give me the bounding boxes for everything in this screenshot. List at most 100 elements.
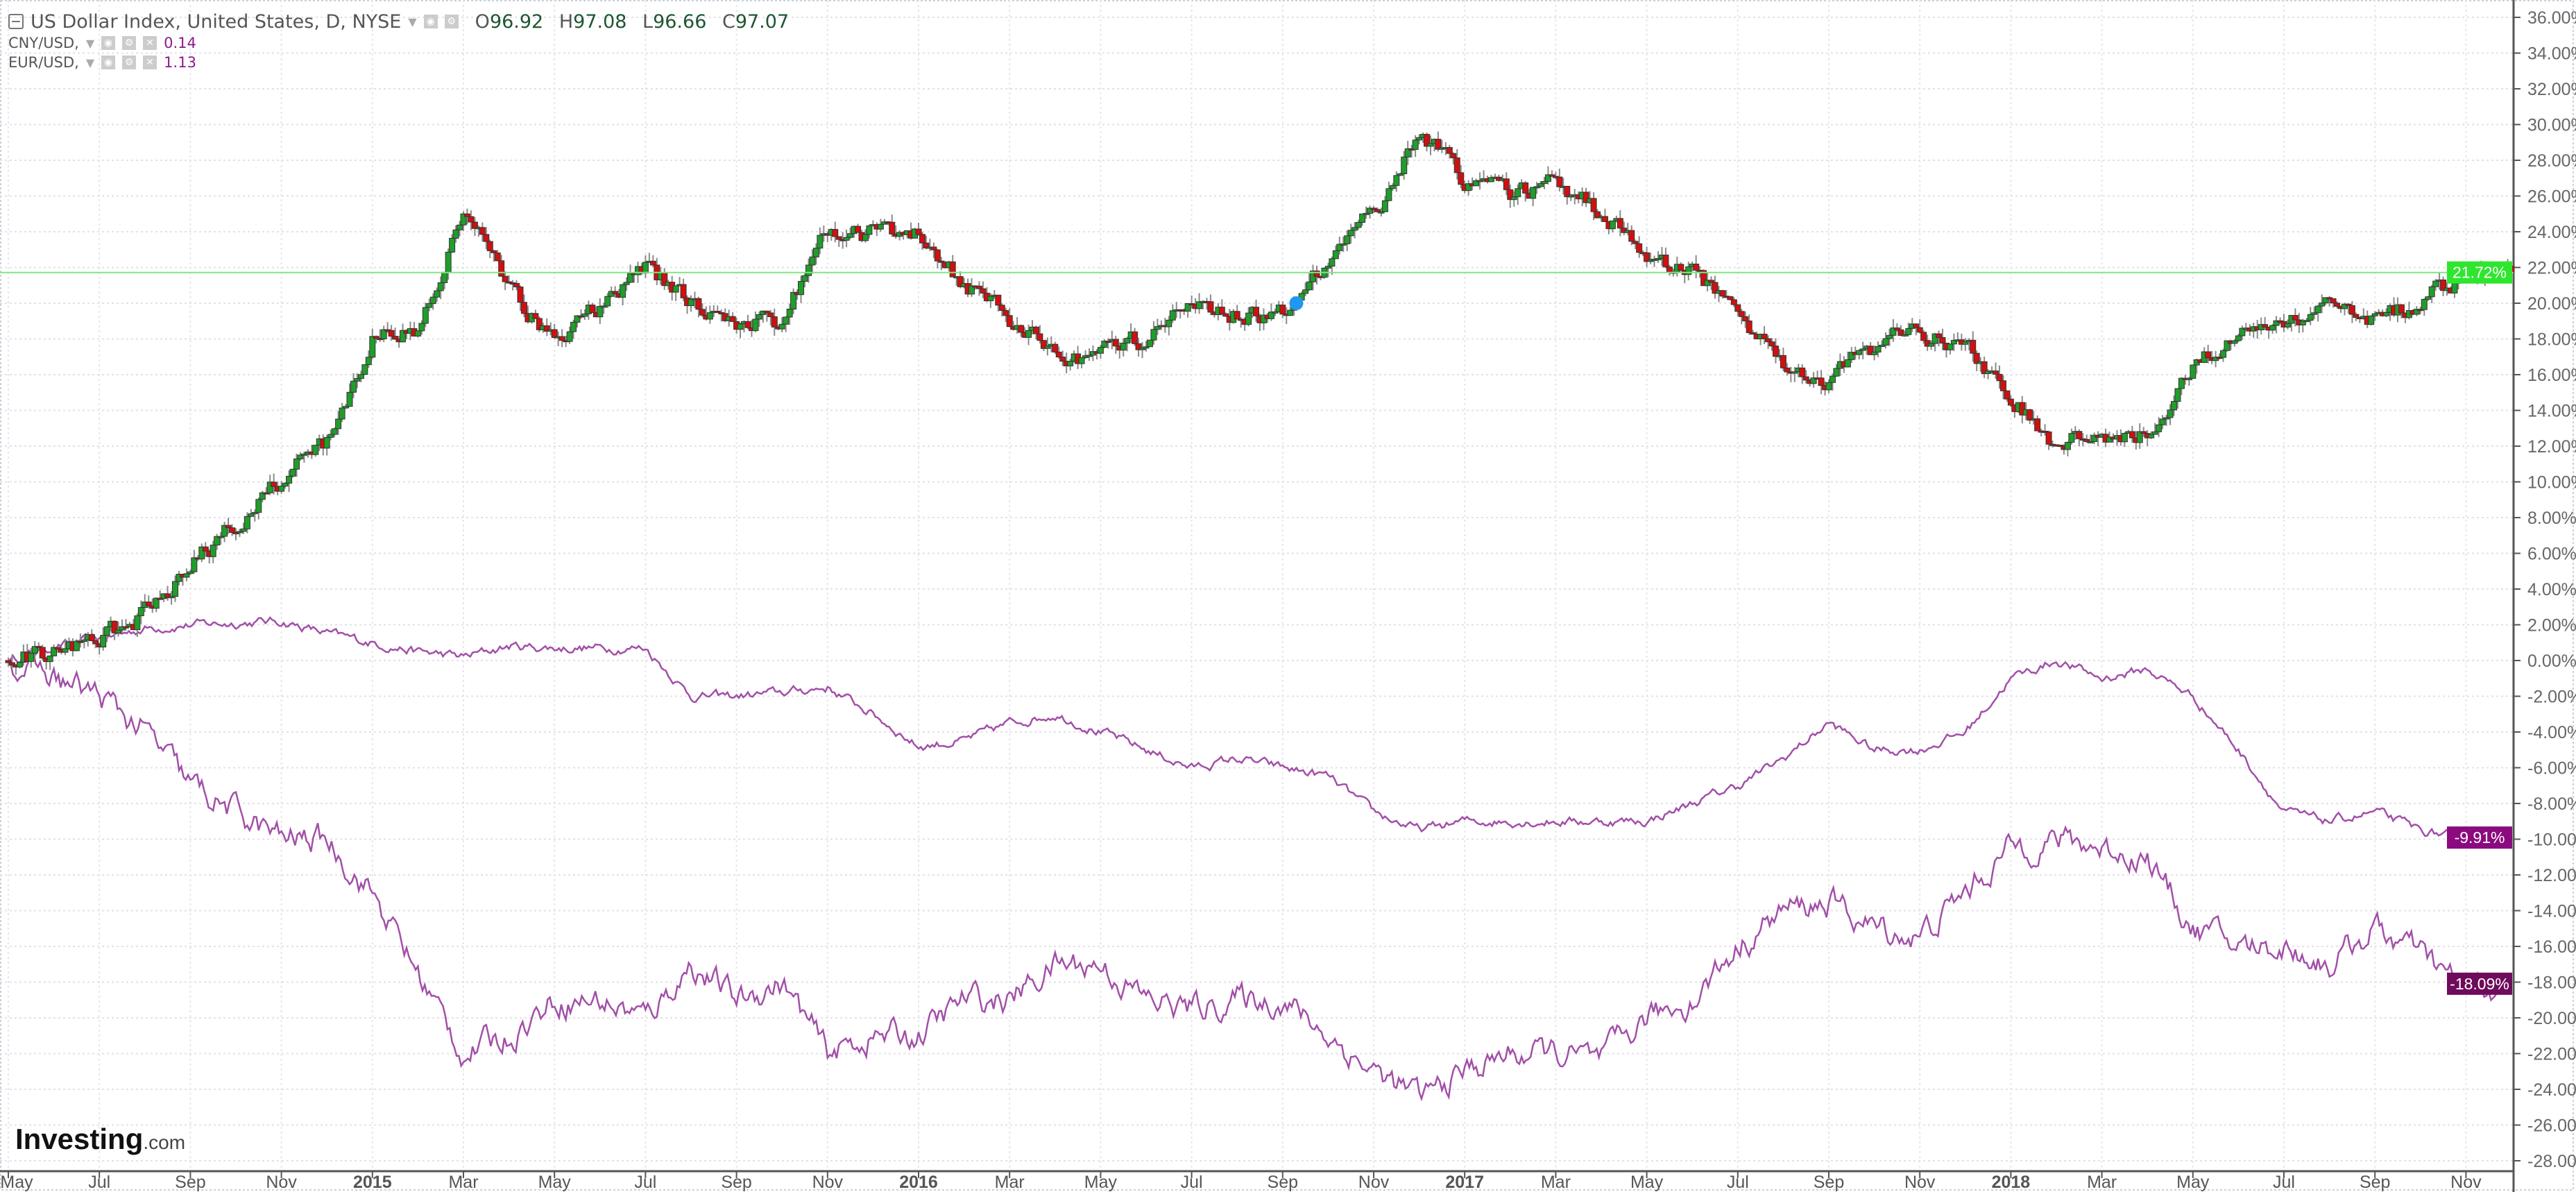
candle [1515,188,1521,198]
candle [1833,368,1840,377]
y-tick-label: -12.00% [2527,866,2576,885]
candle [1727,296,1734,300]
candle [2068,433,2075,443]
candle [581,313,588,317]
candle [1306,281,1313,291]
gear-icon[interactable]: ⚙ [122,36,137,50]
candle [2269,325,2276,331]
candle [744,321,751,328]
gear-icon[interactable]: ⚙ [444,15,459,28]
candle [346,391,353,407]
candle [1378,211,1385,214]
candle [1791,371,1798,374]
chevron-down-icon[interactable]: ▼ [85,56,95,69]
candle [46,655,53,663]
candle [1734,304,1741,312]
candle [210,545,216,557]
candle [463,213,470,217]
candle [73,640,80,652]
candle [240,528,247,532]
candle [1412,139,1419,150]
candle [31,646,38,654]
candle [995,294,1002,306]
candle [1859,348,1866,351]
candle [1351,227,1358,231]
candle [1632,241,1639,244]
close-icon[interactable]: ✕ [143,36,157,50]
candle [1507,189,1514,201]
candle [737,323,744,330]
candle [520,302,527,314]
candle [350,380,357,393]
y-tick-label: -28.00% [2527,1152,2576,1171]
x-tick-label: May [1630,1173,1664,1192]
candle [1120,342,1127,351]
eye-icon[interactable]: ◉ [101,36,116,50]
collapse-icon[interactable] [8,14,24,29]
candle [1530,187,1537,199]
cny-value: 0.14 [164,35,196,51]
candle [191,557,198,572]
candle [457,224,463,230]
candle [1184,303,1191,312]
candle [1780,355,1786,368]
cny-series-name[interactable]: CNY/USD, [8,35,79,51]
candle [778,323,785,330]
candle [498,260,505,277]
cny-legend: CNY/USD, ▼ ◉ ⚙ ✕ 0.14 [8,33,789,53]
candle [88,633,95,641]
x-tick-label: Mar [2087,1173,2117,1192]
candle [39,647,46,658]
candle [1374,209,1381,212]
candle [1003,309,1009,316]
candle [2091,434,2098,442]
y-tick-label: -20.00% [2527,1009,2576,1028]
candle [1287,309,1294,316]
candle [1662,255,1669,268]
y-tick-label: 20.00% [2527,294,2576,314]
candle [1738,311,1745,317]
candle [1802,376,1809,381]
candle [1549,174,1555,177]
x-tick-label: Nov [1358,1173,1390,1192]
candle [2151,431,2158,435]
candle [513,282,520,288]
candle [1916,327,1923,333]
candle [1154,326,1161,330]
candle [1594,211,1601,219]
main-series-title[interactable]: US Dollar Index, United States, D, NYSE [31,10,402,33]
chevron-down-icon[interactable]: ▼ [85,36,95,50]
y-tick-label: -18.00% [2527,973,2576,993]
candle [600,305,607,308]
candle [1708,280,1715,283]
candle [532,313,539,319]
candle [1112,339,1119,347]
gear-icon[interactable]: ⚙ [122,56,137,69]
candle [54,647,61,650]
candle [259,492,266,500]
candle [1253,307,1260,316]
candle [763,310,770,314]
eye-icon[interactable]: ◉ [101,56,116,69]
candle [1768,341,1775,347]
candle [915,228,922,235]
y-tick-label: 8.00% [2527,509,2576,528]
candle [1510,196,1517,201]
chevron-down-icon[interactable]: ▼ [408,15,417,28]
close-icon[interactable]: ✕ [143,56,157,69]
candle [2163,417,2170,420]
candle [137,607,144,617]
candle [1453,157,1460,173]
candle [1401,156,1408,174]
candle [1059,357,1066,362]
candle [2330,298,2337,304]
candle [1476,180,1483,182]
x-tick-label: Nov [812,1173,844,1192]
candle [422,307,429,324]
eye-icon[interactable]: ◉ [423,15,438,28]
candle [62,648,69,653]
candle [1245,312,1252,325]
candle [1583,191,1589,203]
eur-series-name[interactable]: EUR/USD, [8,54,79,71]
